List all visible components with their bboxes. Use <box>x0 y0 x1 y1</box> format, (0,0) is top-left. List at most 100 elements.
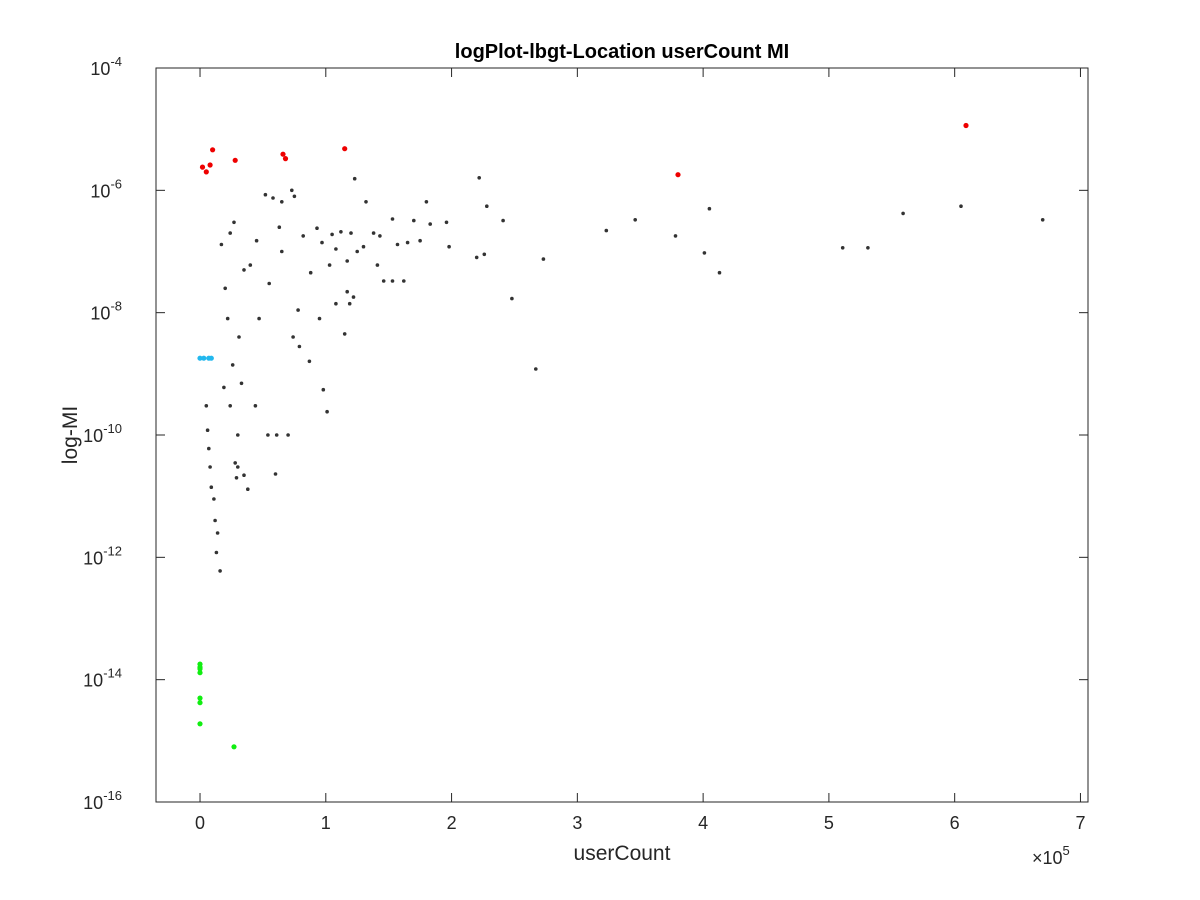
data-point <box>342 146 348 152</box>
y-tick-label: 10-14 <box>83 666 122 691</box>
data-point <box>234 476 239 480</box>
x-multiplier-base: ×10 <box>1032 848 1063 868</box>
data-point <box>207 162 213 168</box>
data-point <box>402 279 406 283</box>
data-point <box>242 268 246 272</box>
data-point <box>339 230 343 234</box>
data-point <box>840 246 845 250</box>
data-point <box>201 355 207 361</box>
series-0 <box>204 176 1045 573</box>
data-point <box>330 232 334 237</box>
y-tick-label-exponent: -10 <box>103 421 122 436</box>
data-point <box>474 255 479 260</box>
data-point <box>901 211 905 216</box>
data-point <box>604 228 609 233</box>
data-point <box>214 550 219 555</box>
data-point <box>204 404 209 408</box>
data-point <box>246 487 250 492</box>
y-tick-label-exponent: -14 <box>103 666 122 681</box>
y-tick-label: 10-8 <box>90 299 122 324</box>
data-point <box>297 344 302 349</box>
data-point <box>347 301 352 306</box>
data-point <box>315 226 319 230</box>
y-tick-label-exponent: -8 <box>110 299 122 314</box>
data-point <box>197 695 203 701</box>
data-point <box>210 147 216 153</box>
x-tick-label: 7 <box>1075 813 1085 833</box>
data-point <box>213 518 217 523</box>
data-point <box>378 234 382 238</box>
data-point <box>218 569 222 573</box>
y-tick-label-base: 10 <box>83 671 103 691</box>
data-point <box>321 387 326 392</box>
y-tick-label: 10-6 <box>90 176 122 201</box>
data-point <box>266 433 270 437</box>
data-point <box>334 247 338 251</box>
data-point <box>364 200 368 204</box>
data-point <box>232 157 238 163</box>
data-point <box>222 385 226 390</box>
chart-title: logPlot-lbgt-Location userCount MI <box>455 41 789 63</box>
data-point <box>477 176 482 180</box>
data-point <box>225 316 230 321</box>
series-3 <box>197 661 237 750</box>
data-point <box>352 176 357 181</box>
data-point <box>371 231 376 235</box>
data-point <box>231 744 237 750</box>
data-point <box>349 231 353 235</box>
y-tick-label: 10-16 <box>83 788 122 813</box>
data-point <box>673 234 678 238</box>
data-point <box>444 220 449 225</box>
data-point <box>208 465 212 469</box>
data-point <box>274 433 279 437</box>
data-point <box>325 409 329 414</box>
data-point <box>717 270 722 275</box>
y-tick-label-base: 10 <box>83 548 103 568</box>
data-point <box>280 151 286 157</box>
x-tick-label: 3 <box>572 813 582 833</box>
data-point <box>959 204 963 208</box>
data-point <box>292 194 297 199</box>
data-point <box>223 286 227 291</box>
data-point <box>236 433 240 437</box>
data-point <box>395 242 400 247</box>
data-point <box>263 192 268 197</box>
y-tick-label: 10-10 <box>83 421 122 446</box>
data-point <box>963 122 969 129</box>
data-point <box>205 428 210 433</box>
data-point <box>209 485 214 490</box>
y-tick-label-base: 10 <box>90 304 110 324</box>
y-tick-label-exponent: -4 <box>110 54 122 69</box>
x-axis-label: userCount <box>574 842 671 865</box>
y-tick-label-base: 10 <box>83 426 103 446</box>
data-point <box>286 433 290 437</box>
data-point <box>320 240 324 245</box>
data-point <box>702 251 707 255</box>
y-tick-label-exponent: -6 <box>110 176 122 191</box>
y-tick-label-base: 10 <box>90 181 110 201</box>
data-point <box>307 359 312 364</box>
data-point <box>447 244 451 249</box>
data-point <box>405 240 410 245</box>
data-point <box>541 257 546 261</box>
x-tick-label: 4 <box>698 813 708 833</box>
data-point <box>242 473 246 478</box>
data-point <box>355 249 360 254</box>
y-tick-label-exponent: -12 <box>103 543 122 558</box>
data-point <box>273 472 278 476</box>
plot-area-background <box>156 68 1088 802</box>
data-point <box>342 332 347 336</box>
x-tick-label: 1 <box>321 813 331 833</box>
data-point <box>197 700 203 706</box>
x-tick-label: 0 <box>195 813 205 833</box>
x-multiplier-exponent: 5 <box>1063 843 1070 858</box>
data-point <box>418 238 422 243</box>
y-tick-label: 10-4 <box>90 54 122 79</box>
data-point <box>291 335 295 339</box>
data-point <box>248 263 253 267</box>
data-point <box>534 367 538 371</box>
data-point <box>271 196 275 200</box>
data-point <box>197 721 203 727</box>
